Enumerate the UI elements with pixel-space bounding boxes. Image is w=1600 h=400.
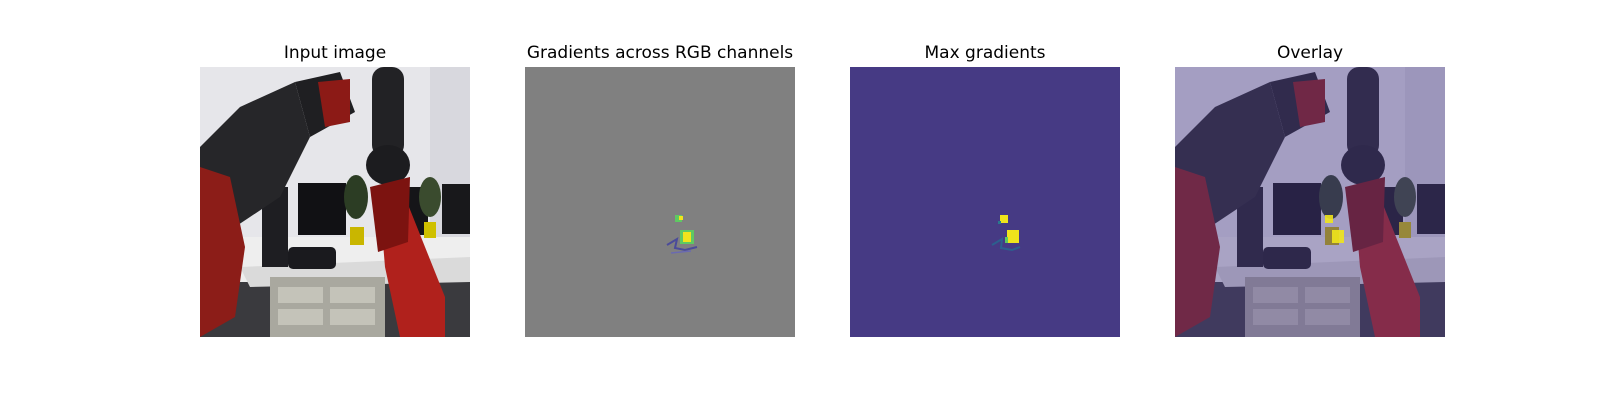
max-gradients-map [850, 67, 1120, 337]
panel-max-gradients: Max gradients [850, 0, 1120, 400]
overlay-hotspot [1325, 215, 1344, 243]
panel-title: Overlay [1276, 43, 1344, 63]
robot-lab-scene [1175, 67, 1445, 337]
panel-gradients-rgb: Gradients across RGB channels [525, 0, 795, 400]
panel-input-image: Input image [200, 0, 470, 400]
input-image-scene [200, 67, 470, 337]
gradients-rgb-image [525, 67, 795, 337]
panel-title: Gradients across RGB channels [526, 43, 794, 63]
overlay-tint [1175, 67, 1445, 337]
robot-lab-scene [200, 67, 470, 337]
gradients-rgb-map [525, 67, 795, 337]
panel-title: Input image [283, 43, 387, 63]
gradient-hotspot [666, 215, 698, 254]
panel-title: Max gradients [924, 43, 1046, 63]
overlay-image [1175, 67, 1445, 337]
max-gradients-image [850, 67, 1120, 337]
max-gradient-hotspot [991, 215, 1021, 252]
overlay-scene [1175, 67, 1445, 337]
input-image [200, 67, 470, 337]
panel-overlay: Overlay [1175, 0, 1445, 400]
